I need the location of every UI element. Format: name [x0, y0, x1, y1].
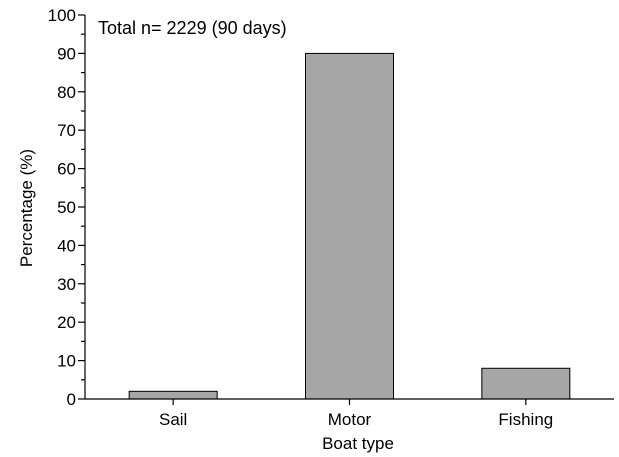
x-axis-title: Boat type	[322, 434, 394, 453]
y-tick-label: 60	[57, 160, 76, 179]
chart-annotation: Total n= 2229 (90 days)	[98, 18, 287, 38]
x-tick-label-motor: Motor	[328, 410, 372, 429]
y-tick-label: 0	[67, 390, 76, 409]
y-tick-label: 20	[57, 313, 76, 332]
x-tick-label-sail: Sail	[159, 410, 187, 429]
bar-sail	[128, 390, 218, 400]
y-tick-label: 90	[57, 44, 76, 63]
bars-group	[128, 52, 571, 400]
y-tick-label: 70	[57, 121, 76, 140]
y-tick-label: 100	[48, 6, 76, 25]
x-tick-label-fishing: Fishing	[498, 410, 553, 429]
y-tick-label: 40	[57, 236, 76, 255]
y-axis-title: Percentage (%)	[17, 149, 36, 267]
y-tick-label: 50	[57, 198, 76, 217]
bar-motor	[305, 52, 394, 400]
y-tick-label: 30	[57, 275, 76, 294]
bar-fishing	[481, 367, 571, 400]
y-ticks-group: 0 10 20 30 40 50 60 70 80 90 100	[48, 6, 85, 409]
y-tick-label: 80	[57, 83, 76, 102]
y-tick-label: 10	[57, 352, 76, 371]
x-ticks-group: Sail Motor Fishing	[159, 399, 553, 429]
